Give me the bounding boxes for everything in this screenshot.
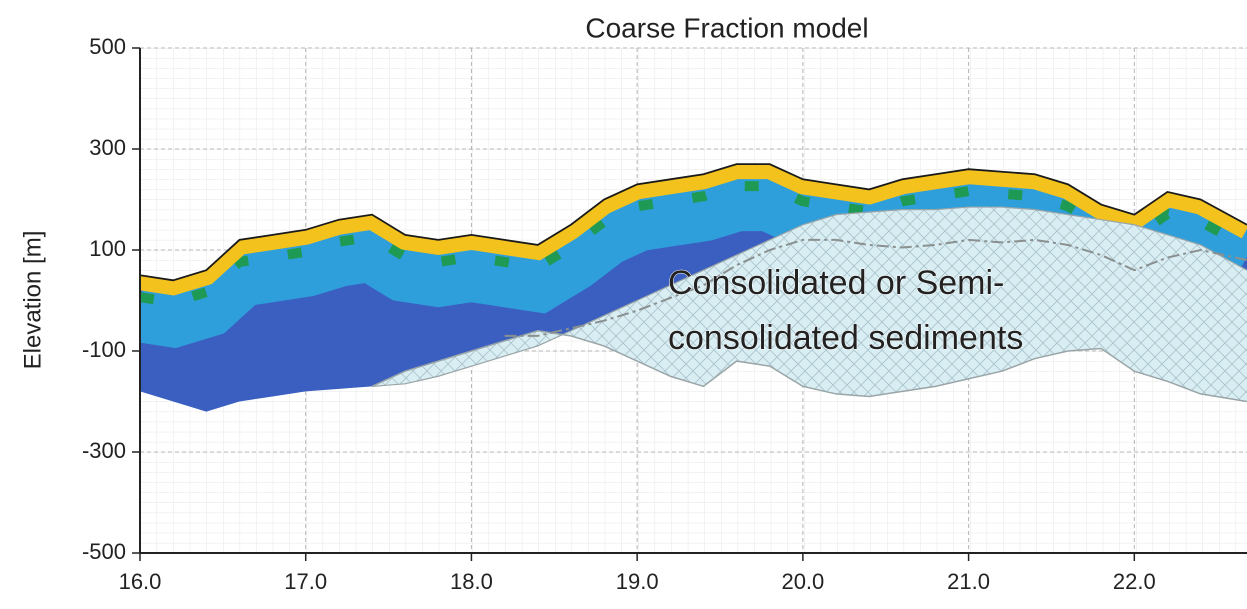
y-tick-label: -300 [82,438,126,463]
sediment-fill [140,164,1247,412]
yellow-layer [140,164,1247,296]
annotation: Consolidated or Semi- [668,264,1004,302]
y-tick-label: -500 [82,539,126,564]
sediment-layers [140,164,1247,349]
consolidated-fill [372,207,1247,402]
mid-layer [140,164,1247,349]
surface-line [140,163,1247,282]
x-tick-label: 17.0 [284,569,327,594]
y-tick-label: -100 [82,337,126,362]
x-tick-label: 20.0 [781,569,824,594]
consolidated-top [371,206,1247,387]
dash-dot-line [504,238,1247,337]
y-axis-label: Elevation [m] [19,231,46,370]
x-tick-label: 21.0 [947,569,990,594]
x-tick-label: 18.0 [450,569,493,594]
x-tick-label: 16.0 [119,569,162,594]
y-tick-label: 500 [89,34,126,59]
annotation: consolidated sediments [668,319,1023,357]
x-tick-label: 19.0 [616,569,659,594]
x-tick-label: 22.0 [1113,569,1156,594]
chart-title: Coarse Fraction model [585,12,868,43]
consolidated-base [371,330,1247,403]
y-tick-label: 100 [89,236,126,261]
y-tick-label: 300 [89,135,126,160]
